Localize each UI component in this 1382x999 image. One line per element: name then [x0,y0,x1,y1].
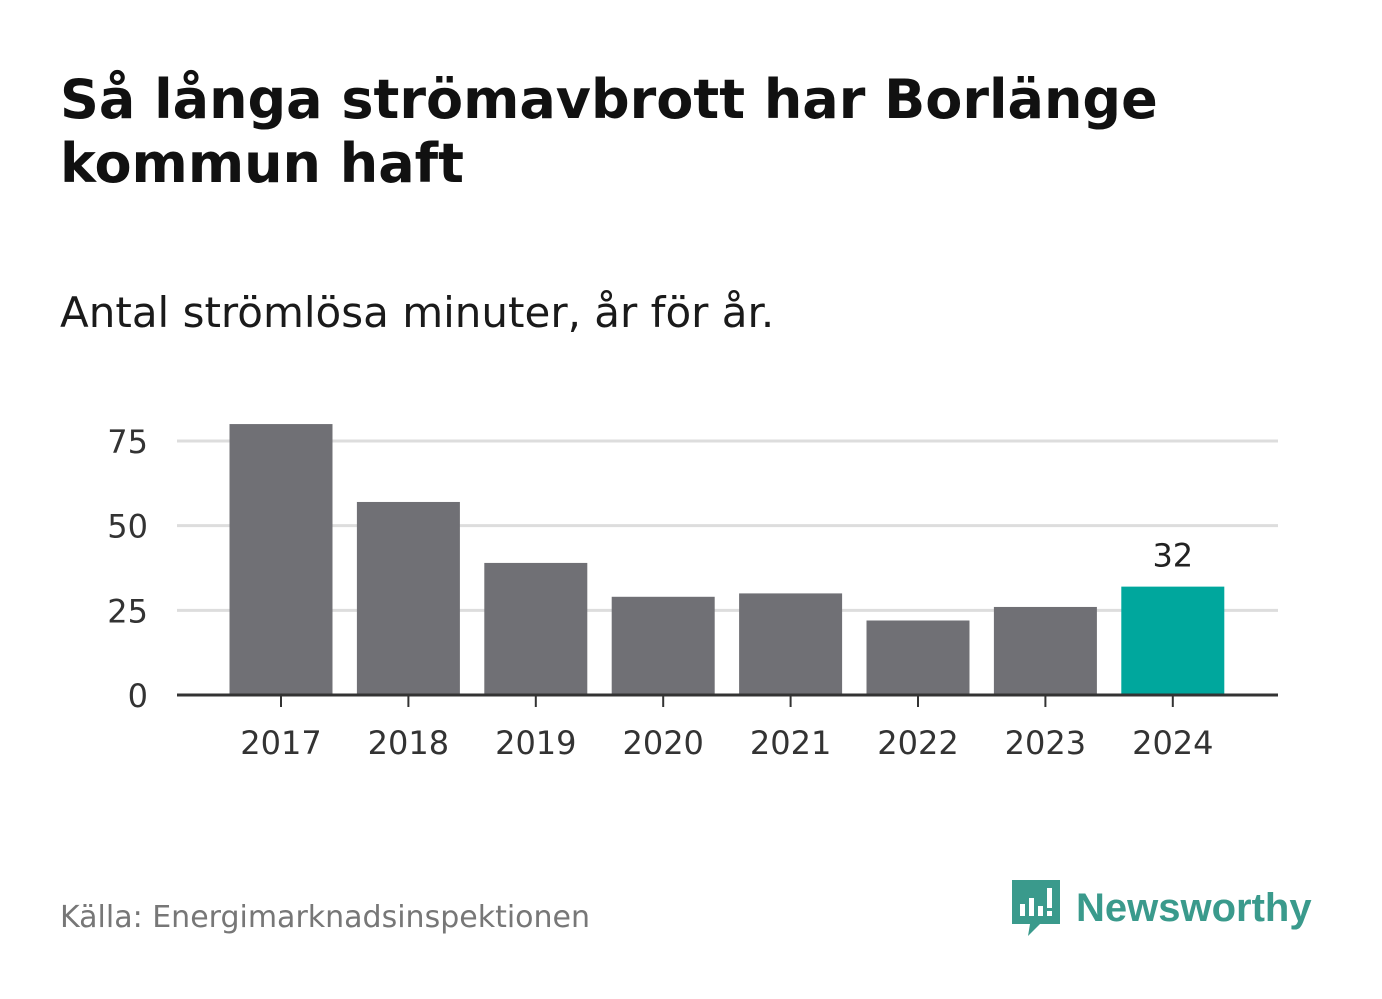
newsworthy-logo-icon [1012,880,1060,936]
bar [484,562,588,695]
bar [866,620,970,695]
x-tick-label: 2023 [1005,724,1086,762]
brand-name: Newsworthy [1076,885,1312,930]
data-label: 32 [1152,537,1193,575]
x-tick-label: 2022 [877,724,958,762]
x-tick-label: 2017 [240,724,321,762]
y-tick-label: 50 [107,508,148,546]
x-tick-label: 2019 [495,724,576,762]
bar [993,606,1097,695]
x-tick-label: 2021 [750,724,831,762]
bar [229,424,333,695]
bar [739,593,843,695]
y-tick-label: 75 [107,423,148,461]
y-tick-label: 0 [128,677,148,715]
x-tick-label: 2018 [368,724,449,762]
y-tick-label: 25 [107,592,148,630]
x-tick-label: 2024 [1132,724,1213,762]
bar-highlight [1121,586,1225,695]
bar [611,596,715,695]
chart-title: Så långa strömavbrott har Borlänge kommu… [60,68,1158,195]
brand-logo: Newsworthy [1010,878,1312,938]
x-tick-label: 2020 [622,724,703,762]
source-note: Källa: Energimarknadsinspektionen [60,900,591,935]
chart-subtitle: Antal strömlösa minuter, år för år. [60,288,775,337]
bar [356,501,460,695]
